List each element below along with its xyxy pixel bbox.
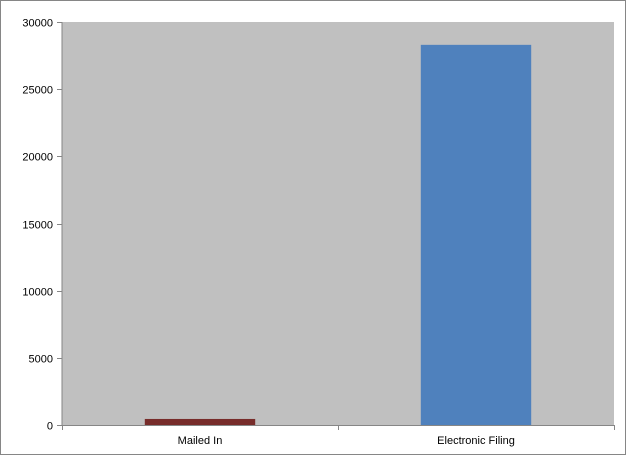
y-tick-label: 25000 xyxy=(22,85,53,97)
y-tick-label: 0 xyxy=(47,421,53,433)
bar-electronic-filing xyxy=(420,44,532,425)
bars xyxy=(144,44,532,425)
x-axis: Mailed In Electronic Filing xyxy=(62,425,615,447)
y-tick-label: 20000 xyxy=(22,152,53,164)
x-category-label: Mailed In xyxy=(178,435,223,447)
bar-mailed-in xyxy=(144,418,256,425)
y-axis: 0 5000 10000 15000 20000 25000 30000 xyxy=(22,18,63,433)
y-tick-label: 5000 xyxy=(29,354,53,366)
y-tick-label: 30000 xyxy=(22,18,53,30)
y-tick-label: 10000 xyxy=(22,287,53,299)
y-tick-label: 15000 xyxy=(22,220,53,232)
x-category-label: Electronic Filing xyxy=(437,435,515,447)
